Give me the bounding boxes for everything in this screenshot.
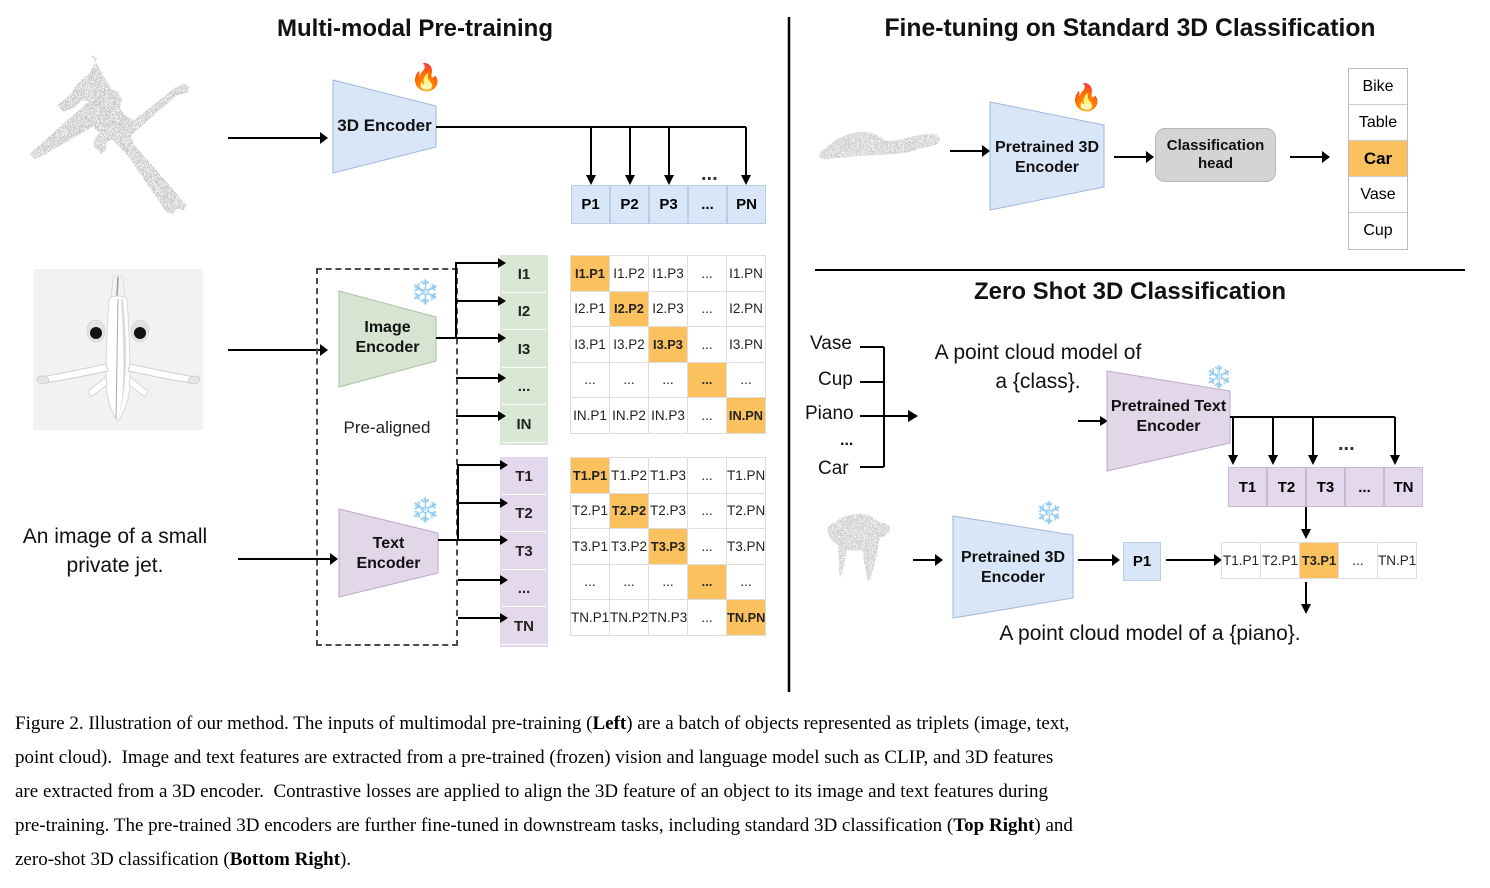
svg-text:...: ... (1338, 433, 1355, 455)
svg-text:...: ... (701, 163, 718, 185)
